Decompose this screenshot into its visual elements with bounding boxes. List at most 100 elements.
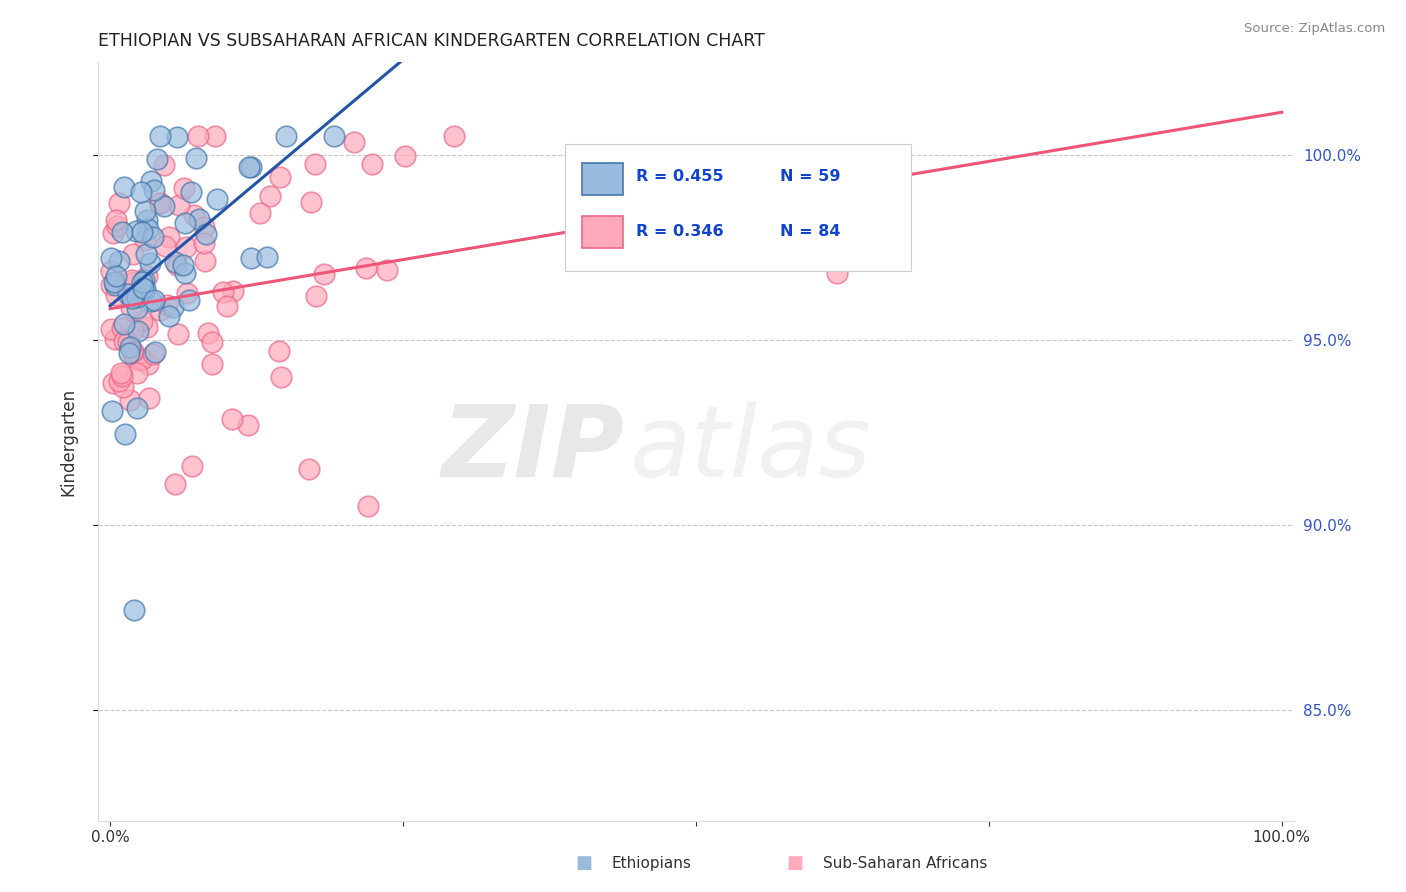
Point — [111, 225, 134, 239]
Point — [142, 347, 165, 361]
Point — [118, 340, 141, 354]
Point — [120, 392, 142, 407]
Point — [163, 254, 186, 268]
Point — [132, 273, 155, 287]
Point — [138, 357, 160, 371]
Point — [121, 273, 143, 287]
Point — [205, 192, 228, 206]
Point — [239, 251, 262, 265]
Point — [825, 266, 848, 280]
Point — [197, 326, 219, 340]
Point — [187, 211, 209, 226]
Point — [127, 401, 149, 415]
Point — [176, 285, 198, 300]
Point — [122, 344, 145, 359]
Point — [201, 358, 224, 372]
Text: ■: ■ — [786, 855, 803, 872]
Point — [145, 152, 167, 166]
Point — [131, 225, 153, 239]
Point — [149, 195, 172, 210]
Text: Ethiopians: Ethiopians — [612, 856, 692, 871]
Point — [194, 253, 217, 268]
Point — [138, 391, 160, 405]
Point — [131, 351, 153, 366]
Text: ZIP: ZIP — [441, 401, 624, 498]
Point — [125, 290, 148, 304]
Point — [259, 189, 281, 203]
Point — [443, 129, 465, 144]
Point — [121, 291, 143, 305]
Point — [131, 281, 153, 295]
Point — [174, 239, 197, 253]
Point — [120, 301, 142, 315]
Point — [157, 229, 180, 244]
Point — [122, 603, 145, 617]
Point — [375, 262, 398, 277]
Point — [149, 302, 172, 317]
Point — [394, 149, 416, 163]
Point — [134, 203, 156, 218]
FancyBboxPatch shape — [582, 163, 623, 195]
Point — [221, 412, 243, 426]
Point — [162, 300, 184, 314]
Point — [249, 205, 271, 219]
Point — [135, 320, 157, 334]
Point — [211, 285, 233, 299]
Point — [149, 195, 172, 210]
Point — [111, 320, 134, 334]
Point — [184, 151, 207, 165]
Point — [172, 258, 194, 272]
Point — [204, 129, 226, 144]
Point — [166, 130, 188, 145]
Point — [267, 343, 290, 358]
Point — [134, 233, 156, 247]
Point — [134, 282, 156, 296]
Text: R = 0.455: R = 0.455 — [637, 169, 724, 184]
Point — [136, 212, 159, 227]
Point — [180, 185, 202, 199]
Point — [103, 275, 125, 289]
Point — [357, 500, 380, 514]
Point — [139, 293, 162, 308]
Point — [142, 293, 165, 307]
Text: ■: ■ — [575, 855, 592, 872]
Point — [107, 195, 129, 210]
Point — [105, 219, 128, 234]
Point — [138, 256, 160, 270]
Point — [110, 366, 132, 380]
Point — [100, 322, 122, 336]
Point — [193, 220, 215, 235]
Point — [217, 299, 239, 313]
Point — [124, 224, 146, 238]
Point — [299, 195, 322, 210]
Point — [145, 345, 167, 359]
Point — [117, 286, 139, 301]
Point — [165, 476, 187, 491]
Point — [122, 275, 145, 289]
Point — [117, 335, 139, 350]
Point — [105, 212, 128, 227]
Point — [108, 374, 131, 388]
Point — [118, 346, 141, 360]
Point — [112, 318, 135, 332]
Point — [101, 376, 124, 390]
Point — [167, 198, 190, 212]
Point — [127, 324, 149, 338]
Point — [305, 289, 328, 303]
Point — [180, 459, 202, 474]
Point — [112, 334, 135, 348]
Point — [221, 284, 243, 298]
Point — [125, 366, 148, 380]
Point — [173, 266, 195, 280]
Point — [194, 227, 217, 241]
Point — [101, 227, 124, 241]
Point — [104, 275, 127, 289]
Text: N = 59: N = 59 — [780, 169, 841, 184]
Point — [270, 370, 292, 384]
FancyBboxPatch shape — [565, 144, 911, 271]
Point — [127, 301, 149, 316]
Point — [236, 417, 259, 432]
Point — [157, 309, 180, 323]
Point — [322, 129, 344, 144]
Point — [354, 261, 377, 276]
